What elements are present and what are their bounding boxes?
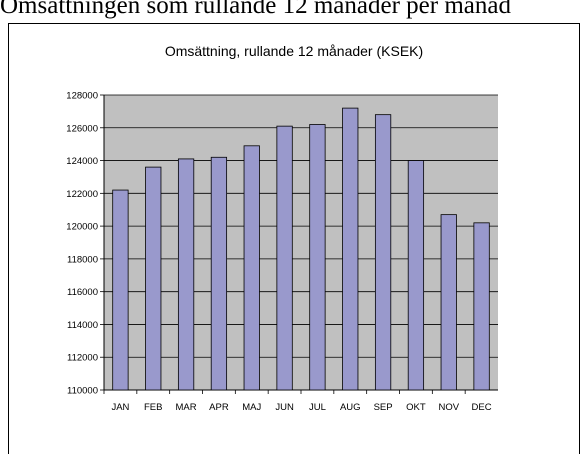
- x-tick-label: NOV: [438, 402, 459, 413]
- y-tick-label: 120000: [66, 222, 98, 233]
- bar-sep: [374, 114, 392, 391]
- chart-title: Omsättning, rullande 12 månader (KSEK): [164, 43, 424, 59]
- y-tick-label: 110000: [67, 386, 98, 397]
- bar-nov: [440, 214, 457, 391]
- bar-jun: [276, 125, 293, 391]
- y-tick-label: 126000: [66, 123, 98, 134]
- y-tick-label: 124000: [66, 156, 98, 167]
- bar-jul: [309, 124, 326, 391]
- x-tick-label: JUL: [309, 402, 326, 413]
- y-tick-label: 114000: [67, 320, 98, 331]
- x-tick-label: SEP: [374, 402, 393, 413]
- bar-feb: [145, 166, 162, 391]
- page-top-text: Omsättningen som rullande 12 månader per…: [0, 0, 511, 19]
- y-tick-label: 122000: [66, 189, 98, 200]
- x-tick-label: AUG: [340, 402, 361, 413]
- x-tick-label: MAJ: [242, 402, 261, 413]
- bar-jan: [112, 189, 129, 391]
- y-tick-label: 116000: [67, 287, 98, 298]
- bar-apr: [210, 156, 228, 391]
- x-tick-label: DEC: [472, 402, 492, 413]
- bar-dec: [473, 222, 490, 391]
- bar-maj: [243, 145, 260, 391]
- y-tick-label: 118000: [67, 254, 98, 265]
- x-tick-label: JAN: [111, 402, 129, 413]
- x-tick-label: APR: [209, 402, 229, 413]
- y-tick-label: 112000: [67, 353, 98, 364]
- x-tick-label: FEB: [144, 402, 162, 413]
- x-tick-label: JUN: [275, 402, 294, 413]
- bar-okt: [407, 160, 425, 391]
- plot-area: [104, 95, 498, 390]
- bar-aug: [342, 107, 359, 391]
- x-tick-label: OKT: [406, 402, 426, 413]
- bar-mar: [177, 158, 195, 391]
- y-tick-label: 128000: [66, 91, 98, 102]
- x-tick-label: MAR: [176, 402, 197, 413]
